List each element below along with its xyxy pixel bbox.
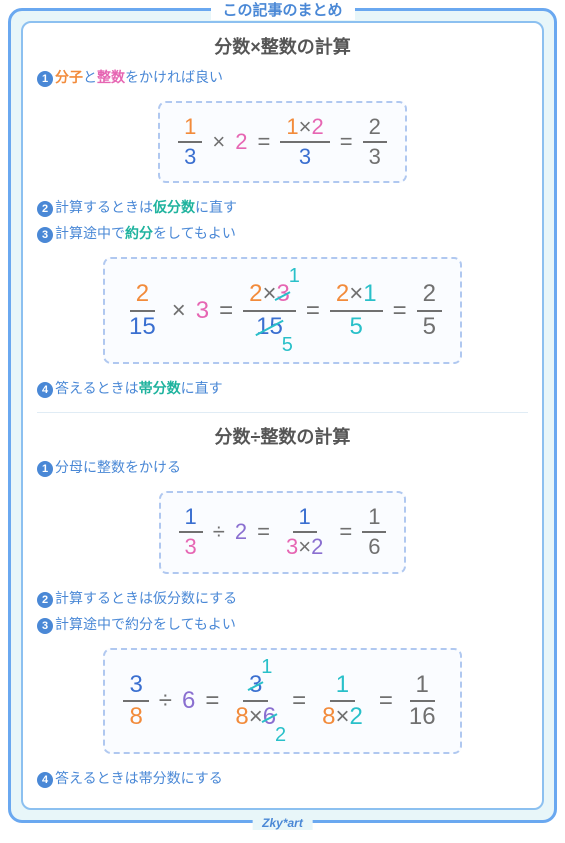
rule-2: 2計算するときは仮分数にする [37, 588, 528, 608]
section-divide: 分数÷整数の計算 1分母に整数をかける 13 ÷ 2 = 13×2 = 16 2… [37, 412, 528, 788]
equation-box-1: 13 × 2 = 1×23 = 23 [158, 101, 407, 183]
footer-credit: Zky*art [252, 816, 313, 830]
rule-4: 4答えるときは帯分数にする [37, 768, 528, 788]
rule-3: 3計算途中で約分をしてもよい [37, 223, 528, 243]
rule-1: 1分母に整数をかける [37, 457, 528, 477]
section-title: 分数÷整数の計算 [37, 423, 528, 449]
rule-4: 4答えるときは帯分数に直す [37, 378, 528, 398]
section-title: 分数×整数の計算 [37, 33, 528, 59]
equation-box-2: 215 × 3 = 2×31 155 = 2×15 = 25 [103, 257, 462, 364]
equation-box-4: 38 ÷ 6 = 31 8×62 = 18×2 = 116 [103, 648, 461, 755]
equation-box-3: 13 ÷ 2 = 13×2 = 16 [159, 491, 407, 573]
rule-3: 3計算途中で約分をしてもよい [37, 614, 528, 634]
summary-card: この記事のまとめ 分数×整数の計算 1分子と整数をかければ良い 13 × 2 =… [8, 8, 557, 823]
rule-2: 2計算するときは仮分数に直す [37, 197, 528, 217]
inner-panel: 分数×整数の計算 1分子と整数をかければ良い 13 × 2 = 1×23 = 2… [21, 21, 544, 810]
section-multiply: 分数×整数の計算 1分子と整数をかければ良い 13 × 2 = 1×23 = 2… [37, 33, 528, 398]
rule-1: 1分子と整数をかければ良い [37, 67, 528, 87]
card-title: この記事のまとめ [210, 0, 354, 20]
